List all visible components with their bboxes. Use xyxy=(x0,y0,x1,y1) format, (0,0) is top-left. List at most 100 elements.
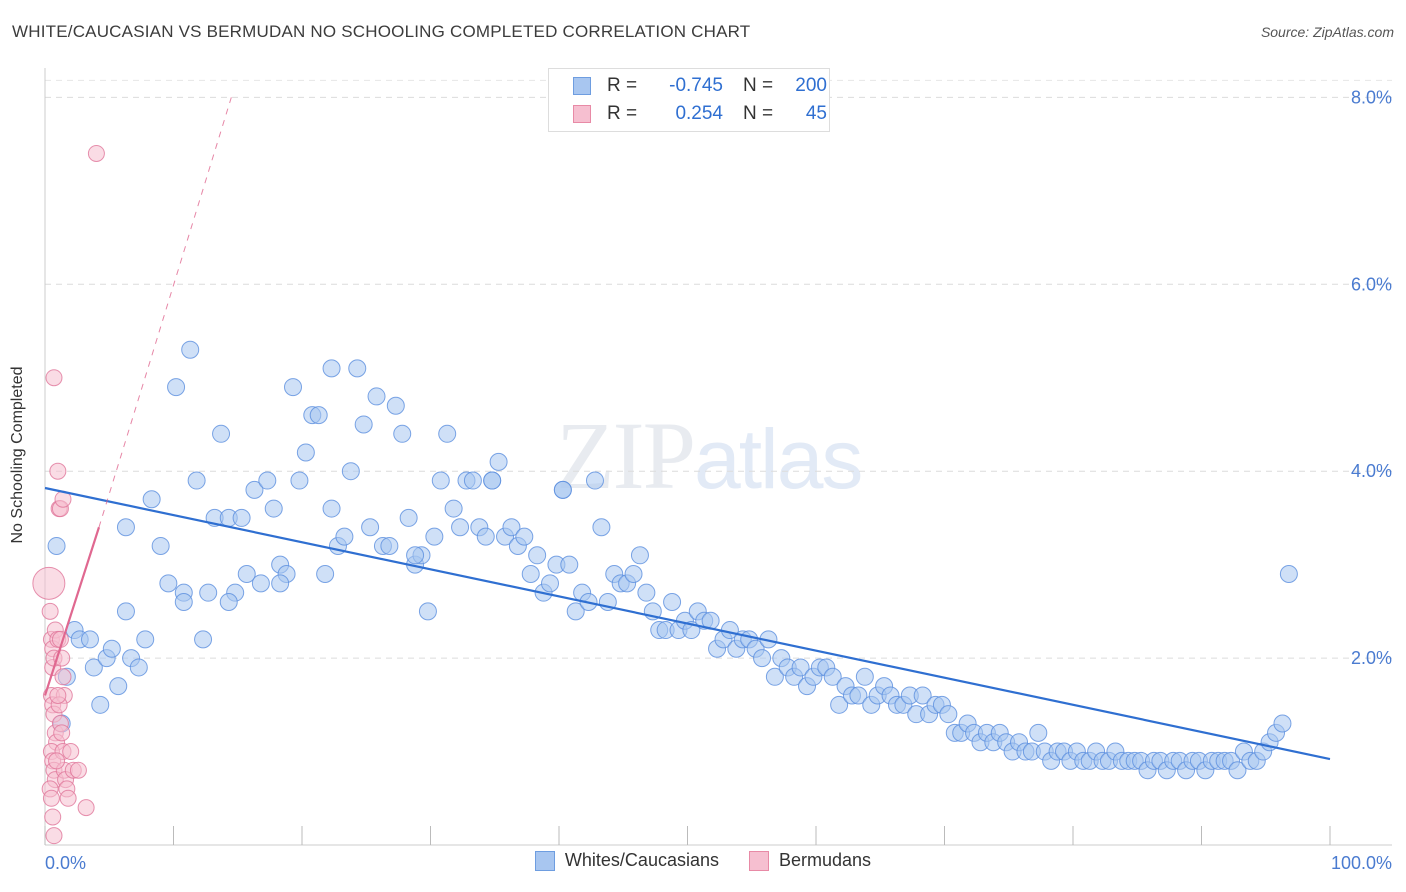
legend-r-label: R = xyxy=(607,103,638,124)
white-point xyxy=(367,387,386,406)
white-point xyxy=(753,649,772,668)
white-point xyxy=(1273,714,1292,733)
white-point xyxy=(939,705,958,724)
white-point xyxy=(830,695,849,714)
white-point xyxy=(380,536,399,555)
white-point xyxy=(489,452,508,471)
bermudan-point xyxy=(54,668,72,686)
white-point xyxy=(47,536,66,555)
y-tick-label: 8.0% xyxy=(1351,87,1392,107)
legend-r-value: -0.745 xyxy=(669,75,723,96)
white-point xyxy=(116,518,135,537)
source-label: Source: ZipAtlas.com xyxy=(1260,24,1394,40)
white-point xyxy=(341,462,360,481)
white-point xyxy=(592,518,611,537)
bermudan-point xyxy=(45,827,63,845)
white-point xyxy=(637,583,656,602)
bermudan-point xyxy=(49,686,67,704)
bermudan-point xyxy=(69,761,87,779)
white-point xyxy=(290,471,309,490)
white-point xyxy=(167,378,186,397)
legend-r-value: 0.254 xyxy=(675,103,723,124)
y-tick-label: 4.0% xyxy=(1351,461,1392,481)
white-point xyxy=(521,564,540,583)
white-point xyxy=(245,480,264,499)
white-point xyxy=(142,490,161,509)
white-point xyxy=(1228,761,1247,780)
white-point xyxy=(151,536,170,555)
white-point xyxy=(791,658,810,677)
white-point xyxy=(284,378,303,397)
white-point xyxy=(84,658,103,677)
x-tick-label: 0.0% xyxy=(45,853,86,873)
legend-n-value: 200 xyxy=(795,75,827,96)
legend-item-bermudans: Bermudans xyxy=(749,850,871,871)
legend-label-bermudans: Bermudans xyxy=(779,850,872,870)
white-point xyxy=(354,415,373,434)
bermudan-point xyxy=(77,799,95,817)
white-point xyxy=(251,574,270,593)
bermudan-point xyxy=(41,602,59,620)
white-point xyxy=(264,499,283,518)
white-point xyxy=(1279,564,1298,583)
legend-n-label: N = xyxy=(743,75,774,96)
legend-swatch-whites xyxy=(534,850,555,871)
white-point xyxy=(823,667,842,686)
white-point xyxy=(322,359,341,378)
white-point xyxy=(181,340,200,359)
white-point xyxy=(187,471,206,490)
watermark-zip: ZIP xyxy=(556,402,696,509)
bermudan-trend-line xyxy=(43,526,101,696)
chart-title: WHITE/CAUCASIAN VS BERMUDAN NO SCHOOLING… xyxy=(12,22,751,41)
watermark: ZIPatlas xyxy=(556,400,863,511)
white-point xyxy=(418,602,437,621)
white-point xyxy=(431,471,450,490)
white-point xyxy=(322,499,341,518)
white-point xyxy=(174,593,193,612)
white-point xyxy=(451,518,470,537)
white-point xyxy=(406,546,425,565)
white-point xyxy=(232,508,251,527)
x-tick-label: 100.0% xyxy=(1331,853,1392,873)
white-point xyxy=(219,593,238,612)
white-point xyxy=(476,527,495,546)
legend-swatch-bermudan xyxy=(573,105,591,123)
white-point xyxy=(316,564,335,583)
white-point xyxy=(136,630,155,649)
bermudan-point xyxy=(45,369,63,387)
white-point xyxy=(663,593,682,612)
white-point xyxy=(129,658,148,677)
bermudan-point xyxy=(53,724,71,742)
white-point xyxy=(91,695,110,714)
white-point xyxy=(1029,723,1048,742)
bermudan-point xyxy=(44,808,62,826)
white-point xyxy=(560,555,579,574)
white-point xyxy=(296,443,315,462)
white-point xyxy=(566,602,585,621)
legend-swatch-white xyxy=(573,77,591,95)
white-point xyxy=(258,471,277,490)
white-point xyxy=(199,583,218,602)
white-point xyxy=(237,564,256,583)
legend-label-whites: Whites/Caucasians xyxy=(564,850,719,870)
white-point xyxy=(80,630,99,649)
white-point xyxy=(849,686,868,705)
white-point xyxy=(502,518,521,537)
y-tick-label: 6.0% xyxy=(1351,274,1392,294)
white-point xyxy=(425,527,444,546)
bermudan-point xyxy=(87,144,105,162)
white-trend-line xyxy=(44,486,1331,761)
white-point xyxy=(393,424,412,443)
bermudan-point xyxy=(59,789,77,807)
series-legend: Whites/Caucasians Bermudans xyxy=(0,850,1406,871)
legend-n-label: N = xyxy=(743,103,774,124)
legend-item-whites: Whites/Caucasians xyxy=(534,850,719,871)
white-point xyxy=(335,527,354,546)
white-point xyxy=(624,564,643,583)
white-point xyxy=(109,677,128,696)
legend-row-white: R = -0.745 N = 200 xyxy=(573,73,827,99)
bermudan-point xyxy=(42,789,60,807)
y-tick-label: 2.0% xyxy=(1351,648,1392,668)
white-point xyxy=(553,480,572,499)
